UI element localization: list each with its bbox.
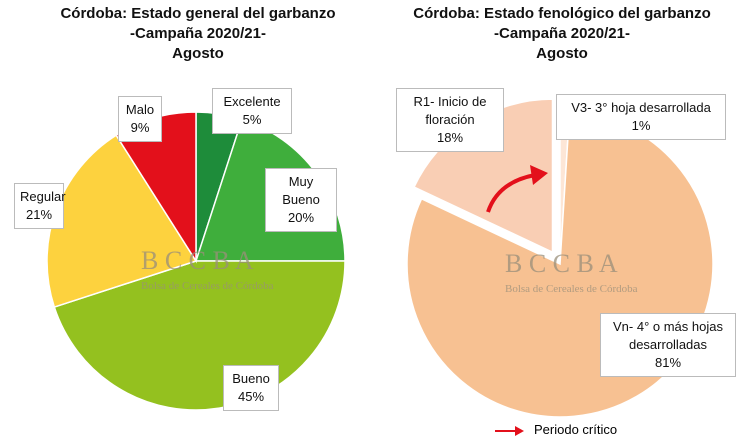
- chart-title: Córdoba: Estado general del garbanzo -Cam…: [8, 4, 388, 64]
- label-value: 1%: [631, 118, 651, 133]
- label-value: 81%: [654, 355, 682, 370]
- label-value: 45%: [237, 389, 265, 404]
- critical-arrow-head: [530, 165, 548, 185]
- data-label: Vn- 4° o más hojas desarrolladas 81%: [600, 313, 736, 377]
- data-label: V3- 3° hoja desarrollada 1%: [556, 94, 726, 140]
- chart-title: Córdoba: Estado fenológico del garbanzo -…: [372, 4, 752, 64]
- data-label: Excelente 5%: [212, 88, 292, 134]
- watermark-name: B C C B A: [141, 246, 254, 275]
- label-value: 5%: [242, 112, 262, 127]
- label-value: 18%: [436, 130, 464, 145]
- label-category: Excelente: [223, 94, 281, 109]
- watermark-subtitle: Bolsa de Cereales de Córdoba: [505, 283, 638, 295]
- title-line: Agosto: [172, 45, 224, 62]
- label-category: Muy Bueno: [282, 174, 320, 207]
- label-category: Vn- 4° o más hojas desarrolladas: [613, 319, 723, 352]
- data-label: Bueno 45%: [223, 365, 279, 411]
- data-label: Regular 21%: [14, 183, 66, 229]
- label-value: 9%: [130, 120, 150, 135]
- legend-label: Periodo crítico: [534, 422, 618, 437]
- critical-arrow: [486, 173, 536, 213]
- legend-arrow-head: [515, 426, 524, 436]
- title-line: Agosto: [536, 45, 588, 62]
- title-line: Córdoba: Estado fenológico del garbanzo: [413, 5, 711, 22]
- title-line: -Campaña 2020/21-: [494, 25, 630, 42]
- watermark-name: B C C B A: [505, 249, 618, 278]
- label-value: 20%: [287, 210, 315, 225]
- label-category: Regular: [20, 189, 66, 204]
- legend: Periodo crítico: [534, 422, 617, 437]
- label-category: Bueno: [232, 371, 270, 386]
- watermark-subtitle: Bolsa de Cereales de Córdoba: [141, 280, 274, 292]
- title-line: -Campaña 2020/21-: [130, 25, 266, 42]
- data-label: Malo 9%: [118, 96, 162, 142]
- label-category: V3- 3° hoja desarrollada: [571, 100, 711, 115]
- label-category: R1- Inicio de floración: [413, 94, 487, 127]
- data-label: R1- Inicio de floración 18%: [396, 88, 504, 152]
- label-category: Malo: [125, 102, 155, 117]
- label-value: 21%: [25, 207, 53, 222]
- title-line: Córdoba: Estado general del garbanzo: [60, 5, 336, 22]
- data-label: Muy Bueno 20%: [265, 168, 337, 232]
